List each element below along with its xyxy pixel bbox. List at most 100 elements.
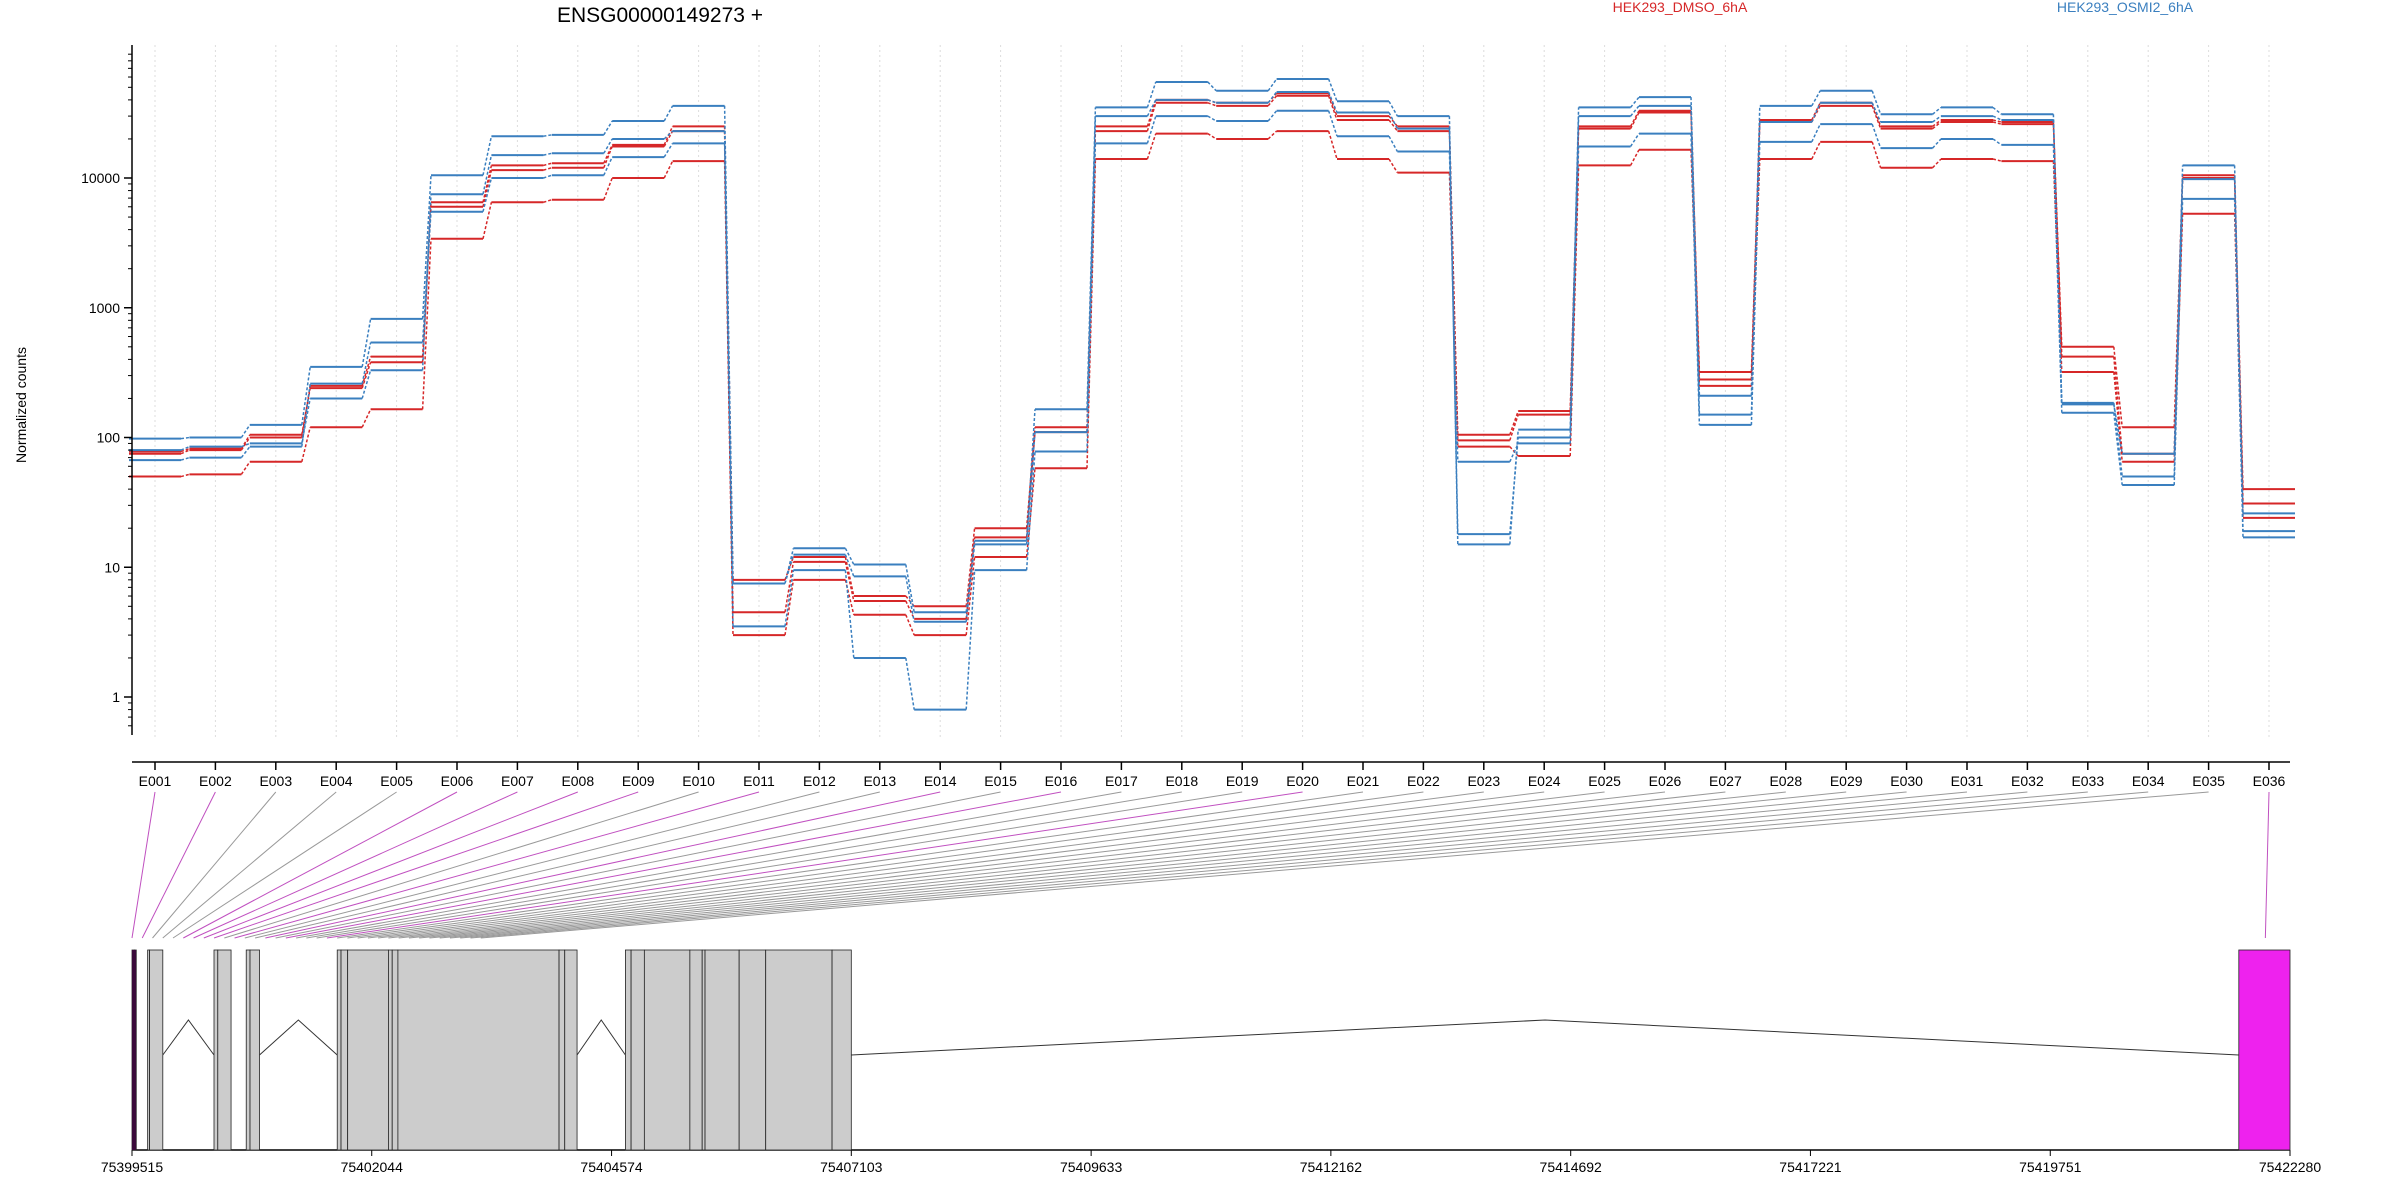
- data-connector: [1448, 151, 1459, 462]
- data-connector: [482, 136, 493, 176]
- data-connector: [1207, 132, 1217, 140]
- data-connector: [1388, 135, 1399, 152]
- data-connector: [1086, 143, 1097, 452]
- data-connector: [905, 657, 915, 710]
- data-connector: [844, 556, 855, 597]
- data-connector: [2113, 356, 2123, 454]
- data-connector: [180, 436, 190, 440]
- connector-e033: [460, 791, 2088, 939]
- connector-e025: [378, 791, 1605, 939]
- genomic-tick-label: 75409633: [1060, 1159, 1123, 1175]
- data-connector: [2052, 114, 2063, 403]
- y-tick-label: 100: [97, 430, 121, 446]
- plot-axes: 1 10 100 1000 10000 E001 E002 E003 E004 E005 E006 E…: [81, 45, 2290, 789]
- x-tick-label-e012: E012: [803, 773, 836, 789]
- connector-e028: [408, 791, 1786, 939]
- x-tick-label-e034: E034: [2132, 773, 2165, 789]
- connector-e002: [141, 791, 216, 939]
- exon-block-e013: [340, 949, 349, 1151]
- intron-line: [576, 1019, 626, 1056]
- data-connector: [1811, 105, 1821, 123]
- data-connector: [784, 579, 795, 636]
- connector-e005: [172, 791, 397, 939]
- connector-e007: [193, 791, 518, 939]
- data-connector: [421, 211, 432, 343]
- data-connector: [1388, 115, 1398, 127]
- intron-line: [259, 1019, 338, 1056]
- data-connector: [1750, 122, 1761, 380]
- connector-e006: [183, 791, 458, 939]
- connector-e036: [2264, 791, 2270, 939]
- data-connector: [543, 134, 552, 137]
- x-tick-label-e029: E029: [1830, 773, 1863, 789]
- connector-e008: [203, 791, 578, 939]
- data-connector: [421, 194, 432, 371]
- data-connector: [1207, 81, 1217, 92]
- data-connector: [482, 202, 493, 239]
- x-tick-label-e023: E023: [1467, 773, 1500, 789]
- genomic-tick-label: 75412162: [1300, 1159, 1363, 1175]
- data-connector: [1750, 141, 1761, 425]
- x-tick-label-e014: E014: [924, 773, 957, 789]
- intron-line: [851, 1019, 2239, 1056]
- connector-e016: [285, 791, 1062, 939]
- data-connector: [1871, 123, 1882, 149]
- exon-block-e010: [249, 949, 260, 1151]
- data-connector: [421, 175, 432, 319]
- x-tick-label-e016: E016: [1045, 773, 1078, 789]
- data-connector: [1569, 107, 1580, 430]
- genomic-tick-label: 75402044: [341, 1159, 404, 1175]
- data-connector: [1207, 102, 1217, 107]
- x-tick-label-e013: E013: [863, 773, 896, 789]
- data-connector: [663, 160, 674, 179]
- connector-e023: [357, 791, 1484, 939]
- data-connector: [905, 564, 915, 613]
- exon-block-e008: [217, 949, 232, 1151]
- data-connector: [361, 342, 372, 384]
- data-connector: [663, 142, 674, 158]
- data-connector: [1327, 78, 1338, 102]
- data-connector: [1267, 130, 1278, 140]
- data-connector: [240, 437, 251, 451]
- connector-e017: [296, 791, 1122, 939]
- data-connector: [965, 570, 976, 710]
- data-connector: [1388, 119, 1398, 132]
- data-connector: [1932, 138, 1942, 149]
- data-connector: [180, 447, 190, 453]
- data-connector: [543, 199, 553, 203]
- data-connector: [1690, 105, 1701, 415]
- exon-block-e016: [388, 949, 393, 1151]
- y-axis-label: Normalized counts: [13, 347, 29, 463]
- y-tick-label: 1: [112, 689, 120, 705]
- gene-model: 75399515 75402044 75404574 75407103 75409633…: [101, 949, 2321, 1175]
- data-connector: [603, 156, 613, 176]
- data-connector: [603, 146, 613, 169]
- data-connector: [844, 547, 855, 565]
- exon-block-e012: [336, 949, 342, 1151]
- connector-e022: [347, 791, 1424, 939]
- exon-block-e024: [630, 949, 645, 1151]
- data-connector: [1267, 110, 1278, 122]
- data-connector: [905, 614, 915, 636]
- data-connector: [1629, 110, 1640, 127]
- data-connector: [361, 370, 372, 399]
- x-tick-label-e032: E032: [2011, 773, 2044, 789]
- data-connector: [1267, 91, 1278, 104]
- exon-block-e029: [701, 949, 706, 1151]
- data-connector: [1509, 437, 1519, 535]
- x-tick-label-e028: E028: [1769, 773, 1802, 789]
- x-tick-label-e035: E035: [2192, 773, 2225, 789]
- data-connector: [301, 383, 311, 447]
- data-connector: [241, 442, 251, 448]
- data-connector: [1327, 95, 1338, 121]
- connector-e035: [480, 791, 2209, 939]
- data-connector: [1327, 91, 1338, 113]
- exon-block-e017: [391, 949, 399, 1151]
- data-connector: [1871, 102, 1882, 127]
- data-connector: [1509, 443, 1519, 463]
- connector-e026: [388, 791, 1666, 939]
- x-tick-label-e010: E010: [682, 773, 715, 789]
- data-connector: [1629, 112, 1640, 130]
- x-tick-label-e021: E021: [1347, 773, 1380, 789]
- data-connector: [1146, 102, 1157, 132]
